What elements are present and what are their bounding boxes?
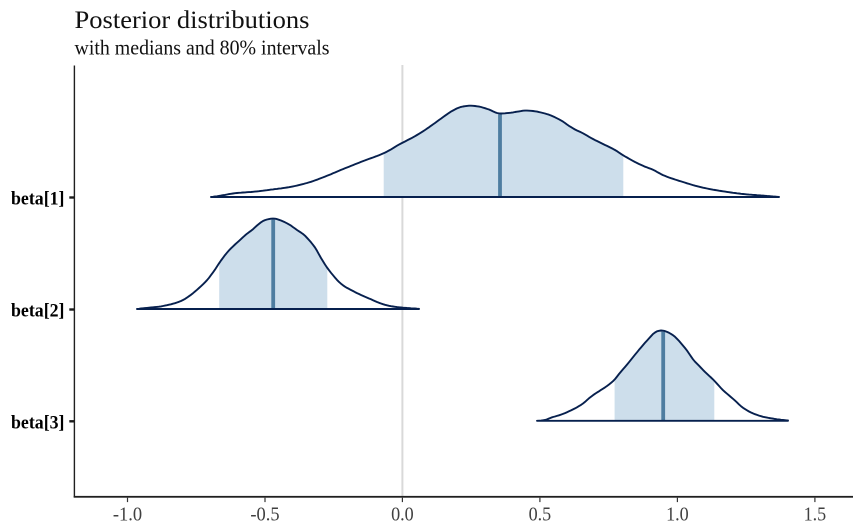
svg-text:beta[2]: beta[2] bbox=[11, 301, 65, 322]
svg-text:beta[3]: beta[3] bbox=[11, 412, 65, 433]
svg-text:Posterior distributions: Posterior distributions bbox=[75, 5, 310, 34]
svg-text:-0.5: -0.5 bbox=[250, 504, 279, 526]
svg-text:with medians and 80% intervals: with medians and 80% intervals bbox=[75, 37, 330, 59]
svg-text:0.0: 0.0 bbox=[391, 504, 414, 526]
svg-text:1.0: 1.0 bbox=[666, 504, 689, 526]
svg-text:beta[1]: beta[1] bbox=[11, 189, 65, 210]
svg-text:0.5: 0.5 bbox=[529, 504, 552, 526]
svg-text:-1.0: -1.0 bbox=[113, 504, 142, 526]
svg-text:1.5: 1.5 bbox=[804, 504, 827, 526]
